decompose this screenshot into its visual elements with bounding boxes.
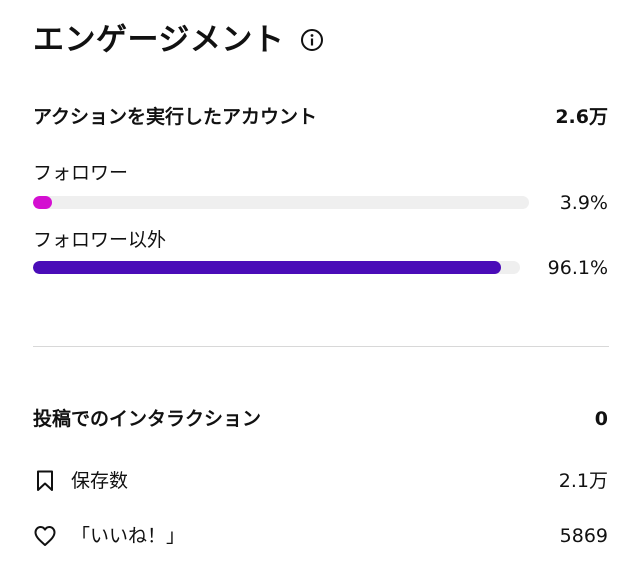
non-followers-label: フォロワー以外 (33, 229, 167, 251)
section-divider (33, 346, 609, 347)
post-interactions-value: 0 (594, 408, 608, 430)
followers-label: フォロワー (33, 162, 129, 184)
heart-icon (34, 526, 56, 546)
likes-value: 5869 (559, 525, 608, 547)
accounts-reached-value: 2.6万 (555, 106, 608, 128)
info-icon[interactable] (300, 28, 324, 52)
non-followers-percent: 96.1% (547, 257, 608, 279)
followers-bar (33, 196, 529, 209)
followers-bar-fill (33, 196, 53, 209)
post-interactions-label: 投稿でのインタラクション (33, 408, 262, 430)
non-followers-bar-fill (33, 261, 501, 274)
non-followers-bar (33, 261, 520, 274)
saves-value: 2.1万 (558, 470, 608, 492)
followers-percent: 3.9% (559, 192, 608, 214)
likes-label: 「いいね！」 (71, 525, 186, 547)
accounts-reached-label: アクションを実行したアカウント (33, 106, 318, 128)
bookmark-icon (37, 470, 53, 491)
page-title: エンゲージメント (33, 22, 285, 58)
saves-label: 保存数 (71, 470, 129, 492)
